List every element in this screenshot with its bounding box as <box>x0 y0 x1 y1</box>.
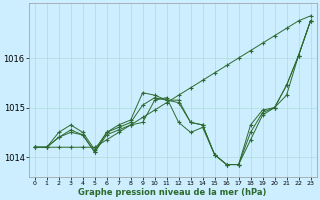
X-axis label: Graphe pression niveau de la mer (hPa): Graphe pression niveau de la mer (hPa) <box>78 188 267 197</box>
